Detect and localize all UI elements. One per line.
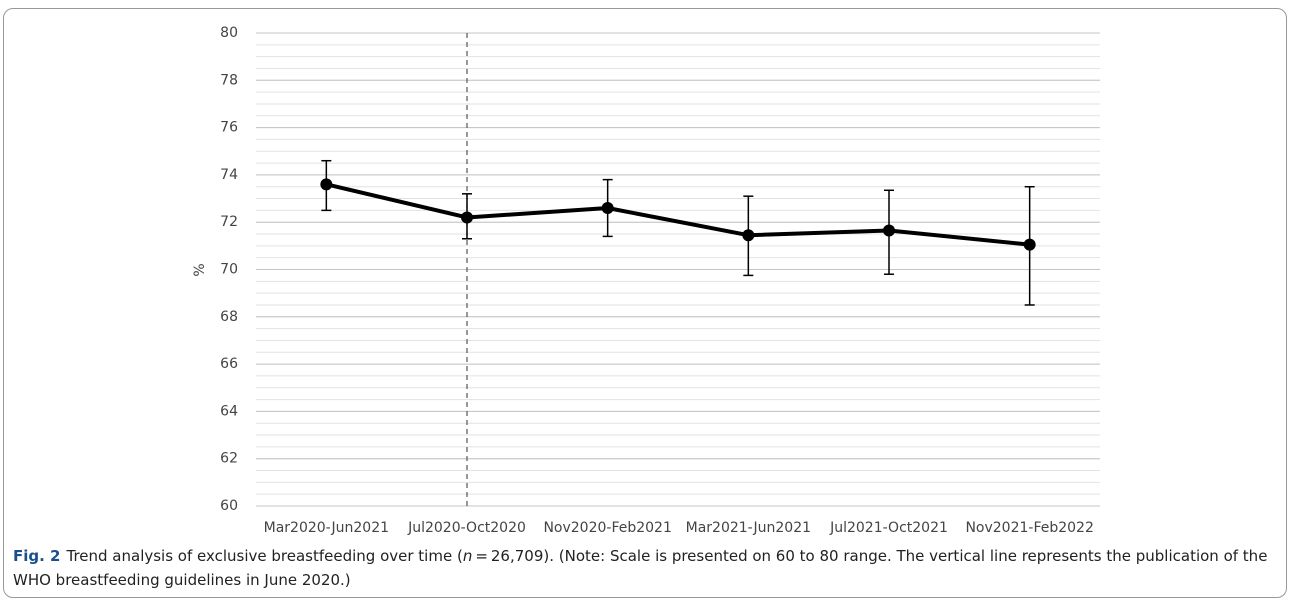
y-tick-label: 68 — [220, 309, 238, 325]
y-tick-label: 78 — [220, 72, 238, 88]
y-tick-label: 64 — [220, 403, 238, 419]
caption-text: Trend analysis of exclusive breastfeedin… — [66, 547, 463, 565]
data-point — [883, 224, 895, 237]
data-point — [461, 211, 473, 224]
y-tick-label: 62 — [220, 451, 238, 467]
x-tick-label: Jul2021-Oct2021 — [829, 520, 948, 536]
data-point — [742, 229, 755, 242]
x-tick-label: Nov2021-Feb2022 — [965, 520, 1093, 536]
y-tick-label: 72 — [220, 214, 238, 230]
caption-text: = 26,709). (Note: Scale is presented on … — [13, 547, 1268, 589]
x-tick-label: Nov2020-Feb2021 — [543, 520, 671, 536]
y-tick-label: 70 — [220, 262, 238, 278]
data-point — [320, 178, 333, 191]
caption-label: Fig. 2 — [13, 547, 61, 565]
y-tick-label: 66 — [220, 356, 238, 372]
chart: % 60 62 64 66 68 70 72 74 76 78 80 Mar2020-Jun2021 J… — [192, 25, 1100, 536]
y-tick-label: 76 — [220, 120, 238, 136]
y-tick-label: 80 — [220, 25, 238, 41]
y-axis-label: % — [192, 263, 208, 276]
x-tick-label: Jul2020-Oct2020 — [407, 520, 526, 536]
data-line — [325, 182, 1030, 247]
y-tick-label: 60 — [220, 498, 238, 514]
figure-frame — [3, 8, 1287, 598]
data-point — [1023, 238, 1036, 251]
x-tick-label: Mar2020-Jun2021 — [264, 520, 389, 536]
caption-italic: n — [462, 547, 473, 565]
x-tick-label: Mar2021-Jun2021 — [686, 520, 811, 536]
caption: Fig. 2 Trend analysis of exclusive breast… — [13, 544, 1278, 592]
data-point — [601, 202, 614, 215]
y-tick-label: 74 — [220, 167, 238, 183]
